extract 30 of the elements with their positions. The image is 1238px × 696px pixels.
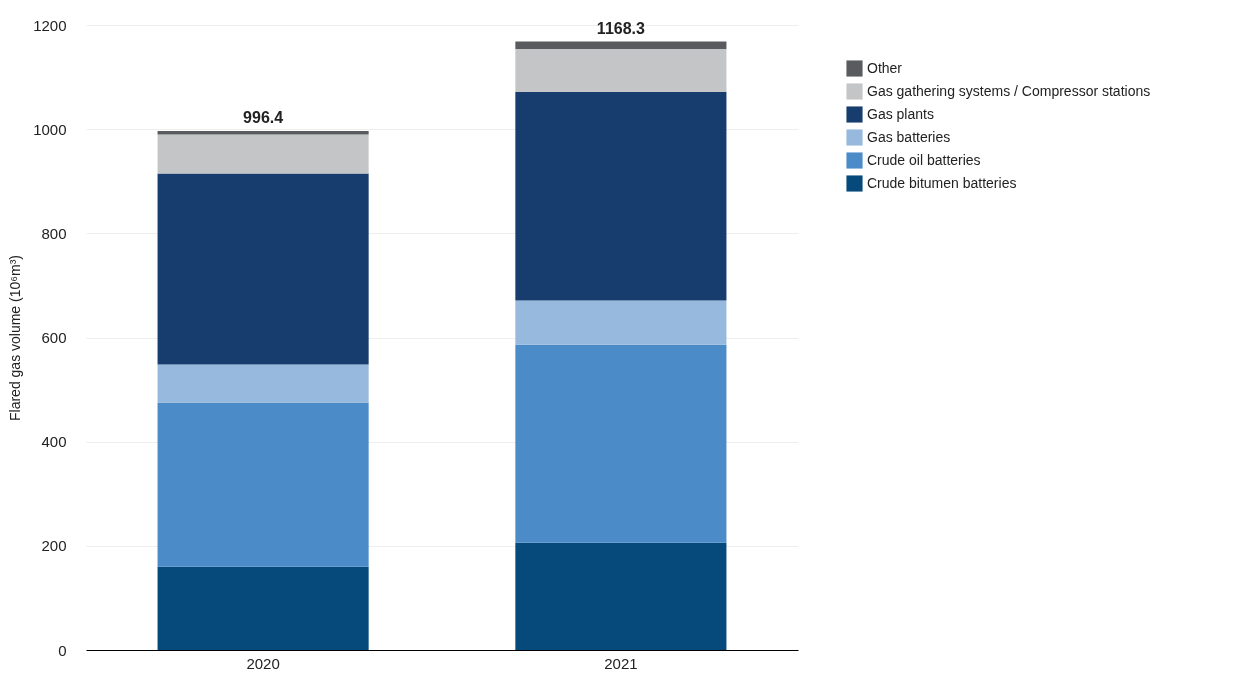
total-label: 996.4 <box>243 109 284 127</box>
bar <box>157 364 369 403</box>
y-tick-label: 1000 <box>33 120 67 138</box>
bar <box>515 300 727 345</box>
y-tick-label: 800 <box>41 224 67 242</box>
legend-label: Gas gathering systems / Compressor stations <box>867 82 1151 99</box>
total-label: 1168.3 <box>596 19 646 37</box>
bar <box>157 173 369 365</box>
bar <box>515 41 727 49</box>
legend-label: Crude oil batteries <box>867 151 981 168</box>
y-tick-label: 600 <box>41 329 67 346</box>
bar <box>515 91 727 301</box>
bar <box>515 542 727 650</box>
legend-label: Other <box>867 59 903 76</box>
bar <box>157 402 369 567</box>
bar <box>157 131 369 135</box>
bar <box>157 134 369 174</box>
bar <box>157 566 369 650</box>
y-tick-label: 400 <box>41 433 67 451</box>
x-tick-label: 2020 <box>246 654 280 672</box>
x-tick-label: 2021 <box>604 654 638 672</box>
y-tick-label: 1200 <box>33 16 67 34</box>
bar <box>515 48 727 92</box>
y-axis-title: Flared gas volume (10⁶m³) <box>7 254 24 422</box>
bar <box>515 344 727 543</box>
y-tick-label: 200 <box>41 537 67 555</box>
y-tick-label: 0 <box>58 641 67 659</box>
legend-label: Crude bitumen batteries <box>867 174 1017 191</box>
legend-label: Gas batteries <box>867 128 951 145</box>
legend-label: Gas plants <box>867 105 934 122</box>
